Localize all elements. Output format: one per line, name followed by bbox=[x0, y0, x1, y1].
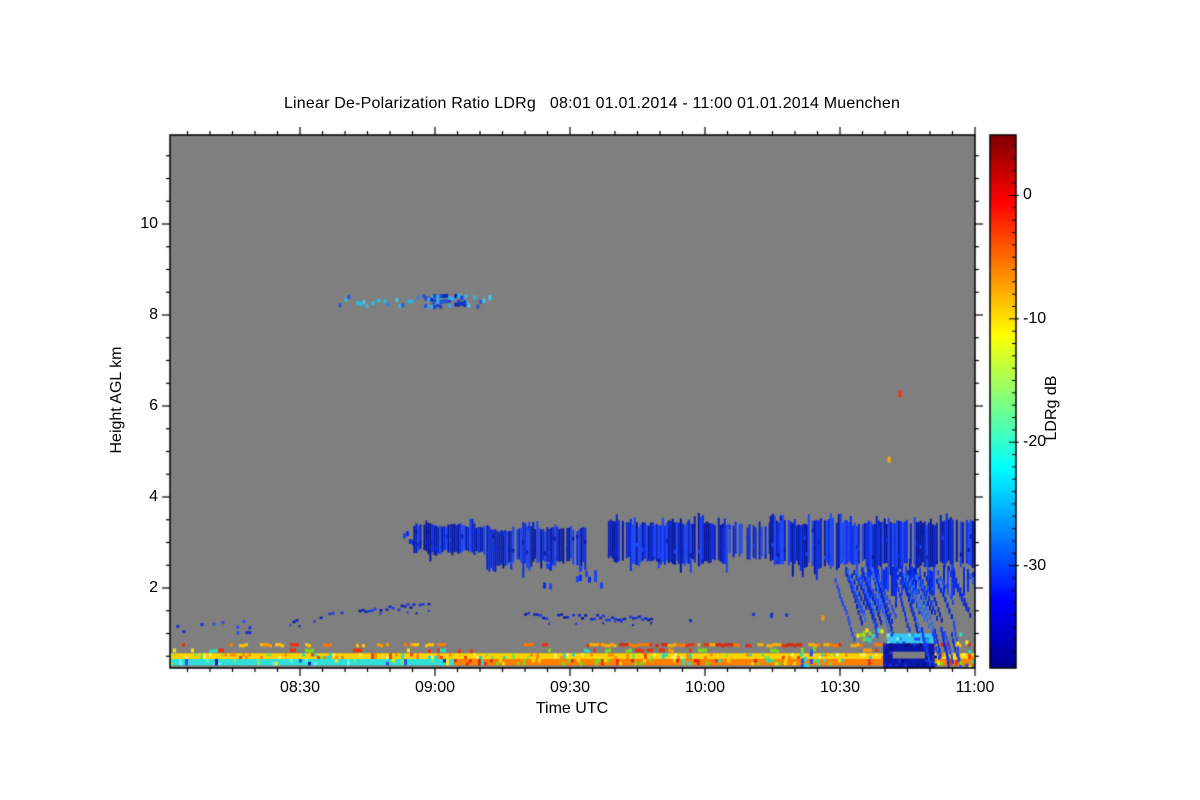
x-axis-label: Time UTC bbox=[535, 700, 609, 717]
colorbar-tick-label: -30 bbox=[1023, 556, 1047, 574]
colorbar-tick-label: -10 bbox=[1023, 309, 1047, 327]
y-tick-label: 2 bbox=[149, 579, 158, 596]
x-tick-label: 08:30 bbox=[279, 679, 321, 696]
x-tick-label: 11:00 bbox=[955, 679, 995, 696]
colorbar-label: LDRg dB bbox=[1043, 375, 1060, 441]
x-tick-label: 09:30 bbox=[549, 679, 591, 696]
y-tick-label: 4 bbox=[149, 488, 158, 505]
colorbar-tick-label: -20 bbox=[1023, 433, 1047, 451]
colorbar-tick-label: 0 bbox=[1023, 186, 1032, 204]
y-axis-label: Height AGL km bbox=[108, 346, 125, 454]
x-tick-label: 10:00 bbox=[684, 679, 726, 696]
chart-title: Linear De-Polarization Ratio LDRg 08:01 … bbox=[283, 95, 901, 112]
x-tick-label: 10:30 bbox=[819, 679, 861, 696]
x-tick-label: 09:00 bbox=[414, 679, 456, 696]
y-tick-label: 8 bbox=[149, 306, 158, 323]
y-tick-label: 10 bbox=[140, 215, 158, 232]
y-tick-label: 6 bbox=[149, 397, 158, 414]
